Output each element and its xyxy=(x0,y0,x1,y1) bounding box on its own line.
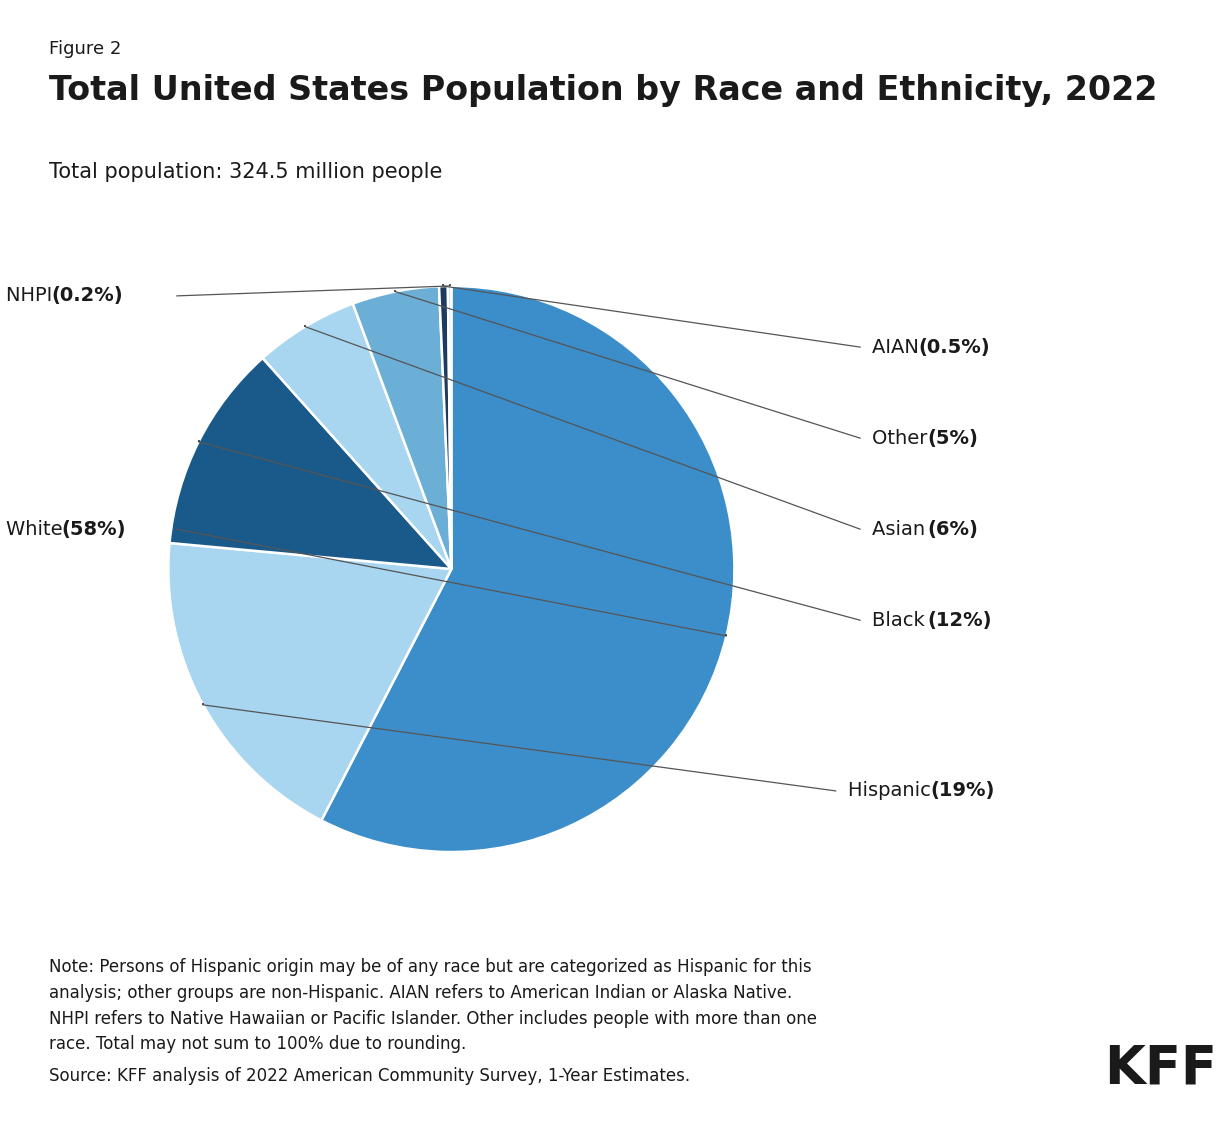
Text: •: • xyxy=(442,283,445,289)
Text: Source: KFF analysis of 2022 American Community Survey, 1-Year Estimates.: Source: KFF analysis of 2022 American Co… xyxy=(49,1067,691,1086)
Text: Black: Black xyxy=(872,611,931,629)
Text: Total United States Population by Race and Ethnicity, 2022: Total United States Population by Race a… xyxy=(49,74,1158,107)
Text: •: • xyxy=(201,702,205,708)
Text: Asian: Asian xyxy=(872,520,932,538)
Text: •: • xyxy=(393,289,398,295)
Wedge shape xyxy=(353,287,451,569)
Wedge shape xyxy=(439,286,451,569)
Wedge shape xyxy=(321,286,734,852)
Text: (58%): (58%) xyxy=(61,520,126,538)
Text: AIAN: AIAN xyxy=(872,338,926,356)
Text: Figure 2: Figure 2 xyxy=(49,40,121,58)
Text: •: • xyxy=(725,633,728,638)
Text: (6%): (6%) xyxy=(927,520,978,538)
Text: White: White xyxy=(6,520,70,538)
Text: Hispanic: Hispanic xyxy=(848,782,937,800)
Text: •: • xyxy=(304,323,307,330)
Wedge shape xyxy=(170,358,451,569)
Text: •: • xyxy=(196,439,200,445)
Text: (5%): (5%) xyxy=(927,429,978,447)
Wedge shape xyxy=(448,286,451,569)
Text: (0.5%): (0.5%) xyxy=(917,338,989,356)
Text: NHPI: NHPI xyxy=(6,287,59,305)
Text: (19%): (19%) xyxy=(930,782,994,800)
Text: •: • xyxy=(448,283,451,289)
Wedge shape xyxy=(262,304,451,569)
Text: Note: Persons of Hispanic origin may be of any race but are categorized as Hispa: Note: Persons of Hispanic origin may be … xyxy=(49,958,817,1054)
Text: Other: Other xyxy=(872,429,935,447)
Text: (12%): (12%) xyxy=(927,611,992,629)
Text: (0.2%): (0.2%) xyxy=(51,287,123,305)
Text: Total population: 324.5 million people: Total population: 324.5 million people xyxy=(49,162,442,182)
Text: KFF: KFF xyxy=(1104,1042,1218,1095)
Wedge shape xyxy=(168,543,451,820)
